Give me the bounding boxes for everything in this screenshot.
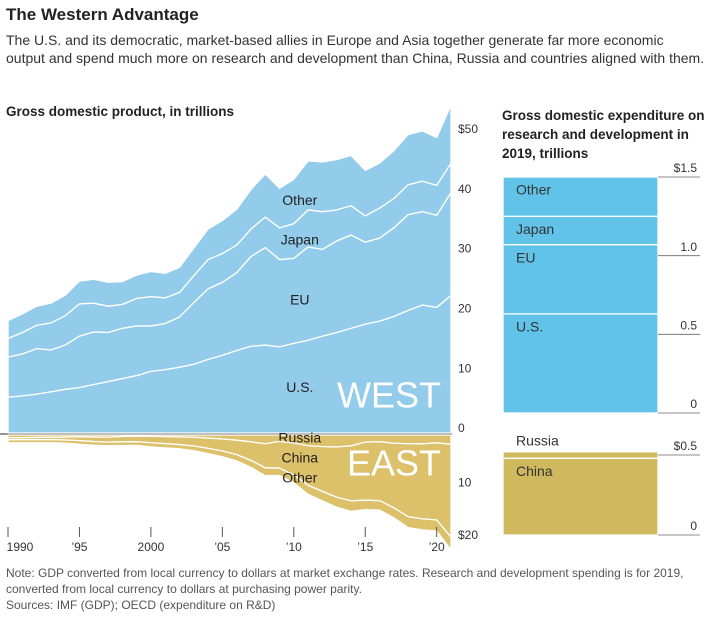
series-label: EU bbox=[516, 249, 535, 265]
series-label: China bbox=[516, 463, 553, 479]
x-tick-label: ’20 bbox=[429, 540, 445, 554]
x-tick-label: 2000 bbox=[138, 540, 165, 554]
x-tick-label: 1990 bbox=[7, 540, 34, 554]
x-tick-label: ’15 bbox=[357, 540, 373, 554]
series-label: U.S. bbox=[286, 379, 313, 395]
series-label: China bbox=[282, 450, 319, 466]
subtitle: The U.S. and its democratic, market-base… bbox=[6, 32, 705, 66]
x-tick-label: ’05 bbox=[214, 540, 230, 554]
series-label: EU bbox=[290, 291, 309, 307]
bar bbox=[502, 451, 659, 459]
y-tick-label: $20 bbox=[458, 528, 478, 542]
series-label: U.S. bbox=[516, 319, 543, 335]
note: Note: GDP converted from local currency … bbox=[6, 566, 684, 596]
area bbox=[7, 438, 452, 552]
y-tick-label: 0.5 bbox=[680, 319, 697, 333]
title: The Western Advantage bbox=[6, 5, 199, 24]
series-label: Other bbox=[282, 470, 317, 486]
annotation: WEST bbox=[337, 375, 441, 416]
y-tick-label: $1.5 bbox=[674, 161, 698, 175]
y-tick-label: 10 bbox=[458, 361, 472, 375]
sources: Sources: IMF (GDP); OECD (expenditure on… bbox=[6, 598, 276, 612]
chart-title: Gross domestic product, in trillions bbox=[6, 104, 235, 119]
series-label: Other bbox=[516, 182, 551, 198]
chart-title: Gross domestic expenditure on research a… bbox=[502, 108, 705, 161]
bar bbox=[502, 215, 659, 246]
y-tick-label: $0.5 bbox=[674, 439, 698, 453]
y-tick-label: 1.0 bbox=[680, 240, 697, 254]
y-tick-label: 40 bbox=[458, 182, 472, 196]
annotation: EAST bbox=[347, 443, 441, 484]
series-label: Japan bbox=[281, 232, 319, 248]
series-label: Russia bbox=[516, 433, 559, 449]
series-label: Japan bbox=[516, 221, 554, 237]
bar bbox=[502, 457, 659, 536]
y-tick-label: 0 bbox=[690, 519, 697, 533]
y-tick-label: 0 bbox=[458, 421, 465, 435]
y-tick-label: 20 bbox=[458, 302, 472, 316]
y-tick-label: $50 bbox=[458, 122, 478, 136]
area bbox=[7, 104, 452, 340]
y-tick-label: 30 bbox=[458, 242, 472, 256]
series-label: Other bbox=[282, 192, 317, 208]
y-tick-label: 0 bbox=[690, 397, 697, 411]
x-tick-label: ’95 bbox=[71, 540, 87, 554]
series-label: Russia bbox=[278, 430, 321, 446]
bar bbox=[502, 313, 659, 414]
bar bbox=[502, 176, 659, 217]
bar bbox=[502, 244, 659, 315]
y-tick-label: 10 bbox=[458, 476, 472, 490]
x-tick-label: ’10 bbox=[286, 540, 302, 554]
